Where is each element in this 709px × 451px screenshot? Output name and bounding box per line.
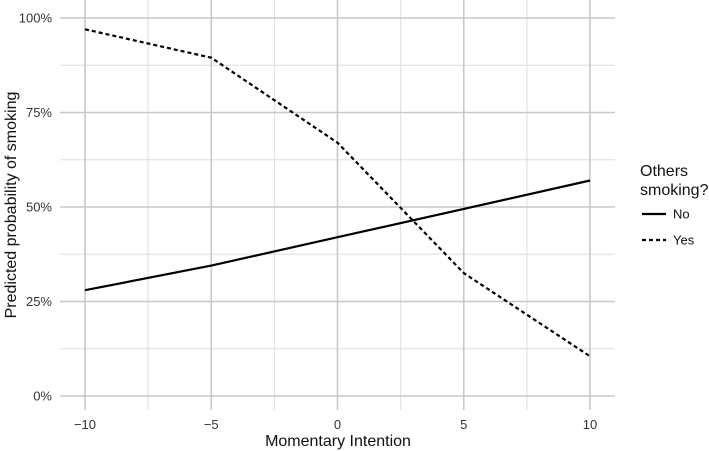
series-line-no — [84, 179, 591, 292]
y-tick-label: 25% — [26, 294, 52, 309]
legend-items: No Yes — [642, 207, 695, 248]
legend-label-yes: Yes — [673, 233, 695, 248]
x-axis-tick-labels: −10 −5 0 5 10 — [74, 417, 597, 432]
x-tick-label: 0 — [334, 417, 341, 432]
y-tick-label: 50% — [26, 200, 52, 215]
legend-label-no: No — [673, 207, 690, 222]
y-axis-tick-labels: 0% 25% 50% 75% 100% — [19, 11, 53, 404]
y-axis-title: Predicted probability of smoking — [3, 92, 20, 319]
series-lines — [84, 28, 591, 358]
x-tick-label: −10 — [74, 417, 96, 432]
series-line-yes — [84, 28, 591, 358]
x-tick-label: 10 — [583, 417, 597, 432]
x-tick-label: 5 — [460, 417, 467, 432]
x-axis-title: Momentary Intention — [265, 433, 411, 450]
major-gridlines — [60, 0, 615, 410]
y-tick-label: 0% — [33, 389, 52, 404]
x-tick-label: −5 — [204, 417, 219, 432]
y-tick-label: 100% — [19, 11, 53, 26]
legend-title-line-2: smoking? — [640, 182, 709, 199]
legend-title-line-1: Others — [640, 163, 688, 180]
legend: Others smoking? No Yes — [640, 163, 709, 248]
y-tick-label: 75% — [26, 105, 52, 120]
